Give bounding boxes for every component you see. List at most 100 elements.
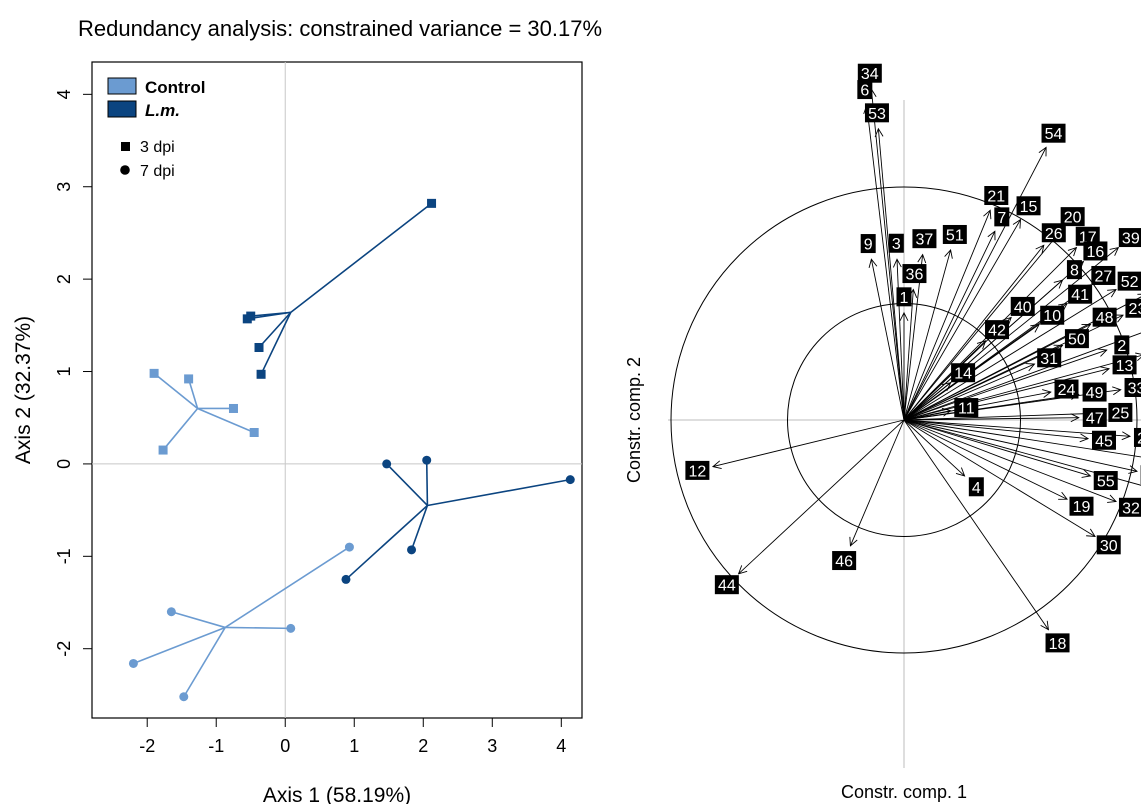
sample-point-circle (128, 658, 138, 668)
spider-line (345, 504, 428, 581)
spider-line (187, 378, 199, 409)
loading-label-box (1083, 241, 1108, 261)
loading-arrowhead (1135, 352, 1141, 362)
loading-label-text: 14 (954, 366, 972, 383)
loading-label: 1 (896, 287, 912, 307)
loading-label-text: 44 (718, 578, 736, 595)
sample-point-circle (341, 574, 351, 584)
loading-label: 45 (1091, 430, 1116, 450)
loading-arrow (903, 219, 1021, 421)
spider-line (410, 505, 429, 551)
loading-label-text: 6 (860, 83, 869, 100)
loading-label-box (1124, 377, 1141, 397)
loading-arrow (903, 382, 951, 421)
loading-label-text: 1 (900, 290, 909, 307)
loading-arrow (738, 419, 905, 575)
loading-label-box (1082, 407, 1107, 427)
loading-arrowhead (944, 248, 953, 259)
loading-arrowhead (1097, 348, 1108, 357)
y-tick-label: 3 (54, 182, 74, 192)
sample-point-circle (166, 607, 176, 617)
loading-label: 6 (857, 80, 873, 100)
loading-arrowhead (1040, 620, 1050, 631)
loading-label: 21 (984, 186, 1009, 206)
loading-arrow (903, 410, 951, 421)
loading-label: 10 (1040, 305, 1065, 325)
loading-label-box (984, 186, 1009, 206)
loading-arrow (903, 419, 1049, 630)
loading-label-box (912, 229, 937, 249)
loading-label-box (1117, 271, 1141, 291)
loading-label-text: 2 (1117, 338, 1126, 355)
loading-label: 34 (857, 63, 882, 83)
spider-line (183, 627, 226, 698)
spider-line (260, 312, 292, 375)
spider-line (386, 463, 428, 507)
loading-arrow (903, 419, 1096, 537)
loading-label-box (951, 363, 976, 383)
loading-arrows (711, 88, 1141, 631)
loading-arrowhead (737, 565, 748, 575)
legend-label-lm: L.m. (145, 101, 180, 120)
loading-arrow (903, 289, 1117, 421)
loading-arrow (903, 289, 914, 421)
centroid-spiders (133, 202, 571, 698)
loading-label-text: 21 (987, 189, 1005, 206)
loading-arrow (903, 419, 1089, 440)
x-tick-label: 4 (556, 736, 566, 756)
loading-label-box (968, 477, 984, 497)
sample-point-square (228, 403, 238, 413)
sample-point-square (249, 428, 259, 438)
loading-label-text: 10 (1043, 308, 1061, 325)
loading-arrow (903, 419, 1141, 458)
loading-arrowhead (1002, 316, 1012, 327)
loading-arrowhead (849, 536, 858, 547)
sample-point-square (158, 445, 168, 455)
loading-label-box (860, 234, 876, 254)
spider-line (425, 460, 429, 506)
loading-label-box (1040, 305, 1065, 325)
loading-arrowhead (987, 230, 996, 241)
sample-point-circle (382, 459, 392, 469)
loading-label-text: 33 (1128, 380, 1141, 397)
loading-label: 24 (1054, 379, 1079, 399)
loading-label-text: 19 (1073, 499, 1091, 516)
loading-arrowhead (941, 382, 952, 392)
reference-lines (92, 62, 582, 718)
loading-arrowhead (1067, 246, 1078, 257)
loading-label: 12 (685, 460, 710, 480)
loading-label-text: 45 (1095, 433, 1113, 450)
loading-label-box (1069, 496, 1094, 516)
loading-label: 39 (1118, 228, 1141, 248)
loading-arrow (903, 368, 1110, 421)
loading-label-box (902, 264, 927, 284)
loading-label-text: 11 (958, 401, 975, 418)
loading-arrowhead (955, 467, 966, 477)
loading-label-box (1045, 633, 1070, 653)
loading-arrowhead (1121, 431, 1132, 441)
loading-label: 40 (1010, 296, 1035, 316)
loading-label-box (1125, 298, 1141, 318)
loading-label: 49 (1082, 382, 1107, 402)
square-marker-icon (121, 142, 130, 151)
loading-label: 7 (994, 207, 1010, 227)
spider-line (290, 202, 433, 314)
loading-arrow (903, 349, 1107, 421)
loading-label: 4 (968, 477, 984, 497)
loading-label-text: 23 (1129, 301, 1141, 318)
sample-point-square (427, 198, 437, 208)
loading-label: 36 (902, 264, 927, 284)
x-tick-label: 0 (280, 736, 290, 756)
loading-arrow (866, 105, 905, 421)
plot-frame (91, 61, 583, 719)
loading-label: 53 (864, 103, 889, 123)
loading-label-text: 16 (1087, 244, 1105, 261)
spider-line (427, 478, 571, 507)
loading-label-box (1041, 223, 1066, 243)
spider-line (258, 311, 292, 349)
loading-label-box (985, 320, 1010, 340)
loading-label: 33 (1124, 377, 1141, 397)
correlation-circle (670, 186, 1138, 654)
loading-label-text: 51 (946, 227, 964, 244)
